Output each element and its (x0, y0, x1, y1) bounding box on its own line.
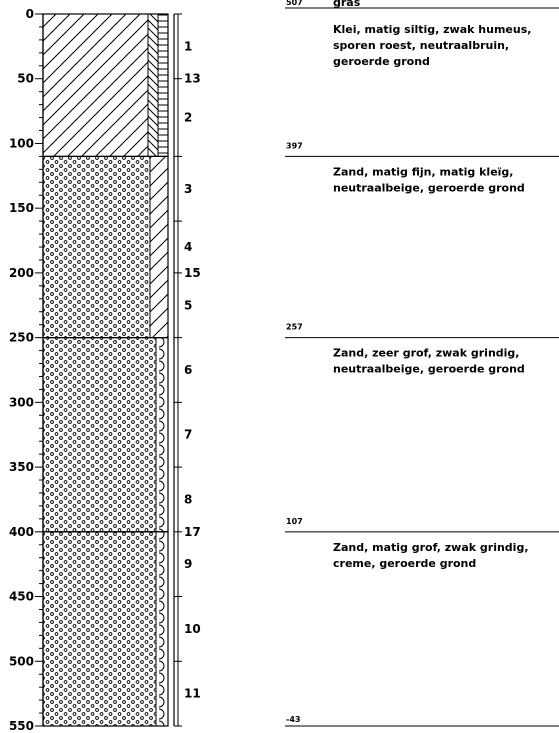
depth-label: 150 (9, 201, 34, 215)
sample-label: 2 (184, 111, 192, 125)
sample-label: 5 (184, 298, 192, 312)
elevation-label: 397 (286, 141, 303, 150)
layer-description-line: Zand, matig fijn, matig kleïg, (333, 165, 513, 178)
layer-description-line: sporen roest, neutraalbruin, (333, 39, 509, 52)
layer-description-line: Zand, zeer grof, zwak grindig, (333, 347, 519, 360)
depth-label: 250 (9, 331, 34, 345)
depth-label: 500 (9, 654, 34, 668)
layer-1-main-fill (43, 14, 148, 157)
depth-label: 100 (9, 136, 34, 150)
layer-description-line: neutraalbeige, geroerde grond (333, 181, 525, 194)
depth-label: 200 (9, 266, 34, 280)
layer-descriptions: gras 507 Klei, matig siltig, zwak humeus,… (285, 0, 559, 727)
layer-2-main-fill (43, 156, 150, 338)
sample-label: 15 (184, 266, 201, 280)
depth-axis: 0 50 100 150 200 250 300 350 400 450 500 550 (9, 7, 44, 733)
sample-label: 11 (184, 687, 201, 701)
depth-label: 550 (9, 719, 34, 733)
sample-label: 8 (184, 492, 192, 506)
layer-description-line: Zand, matig grof, zwak grindig, (333, 541, 529, 554)
sample-label: 7 (184, 428, 192, 442)
layer-description-line: creme, geroerde grond (333, 557, 476, 570)
layer-description-line: geroerde grond (333, 55, 430, 68)
sample-label: 3 (184, 182, 192, 196)
layer-3-main-fill (43, 337, 156, 532)
sample-label: 13 (184, 72, 201, 86)
sample-label: 4 (184, 240, 192, 254)
sample-track: 1 13 2 3 4 15 5 6 7 8 17 9 10 11 (173, 13, 201, 727)
layer-2-strip-1 (150, 156, 168, 338)
elevation-label: 257 (286, 323, 303, 332)
sample-label: 9 (184, 557, 192, 571)
sample-label: 6 (184, 363, 192, 377)
depth-label: 50 (17, 72, 34, 86)
lithology-column (42, 13, 169, 727)
depth-label: 300 (9, 395, 34, 409)
depth-label: 400 (9, 525, 34, 539)
layer-description-line: neutraalbeige, geroerde grond (333, 363, 525, 376)
sample-label: 10 (184, 622, 201, 636)
layer-4-main-fill (43, 531, 156, 726)
layer-description-line: Klei, matig siltig, zwak humeus, (333, 23, 531, 36)
depth-label: 0 (26, 7, 34, 21)
layer-1-strip-2 (158, 14, 168, 157)
surface-label: gras (333, 0, 361, 9)
layer-3-strip-1 (156, 337, 168, 532)
sample-label: 17 (184, 525, 201, 539)
sample-label: 1 (184, 39, 192, 53)
elevation-label: 507 (286, 0, 303, 7)
layer-4-strip-1 (156, 531, 168, 726)
depth-label: 350 (9, 460, 34, 474)
layer-1-strip-1 (148, 14, 158, 157)
elevation-label: 107 (286, 517, 303, 526)
elevation-label: -43 (286, 715, 300, 724)
depth-label: 450 (9, 590, 34, 604)
